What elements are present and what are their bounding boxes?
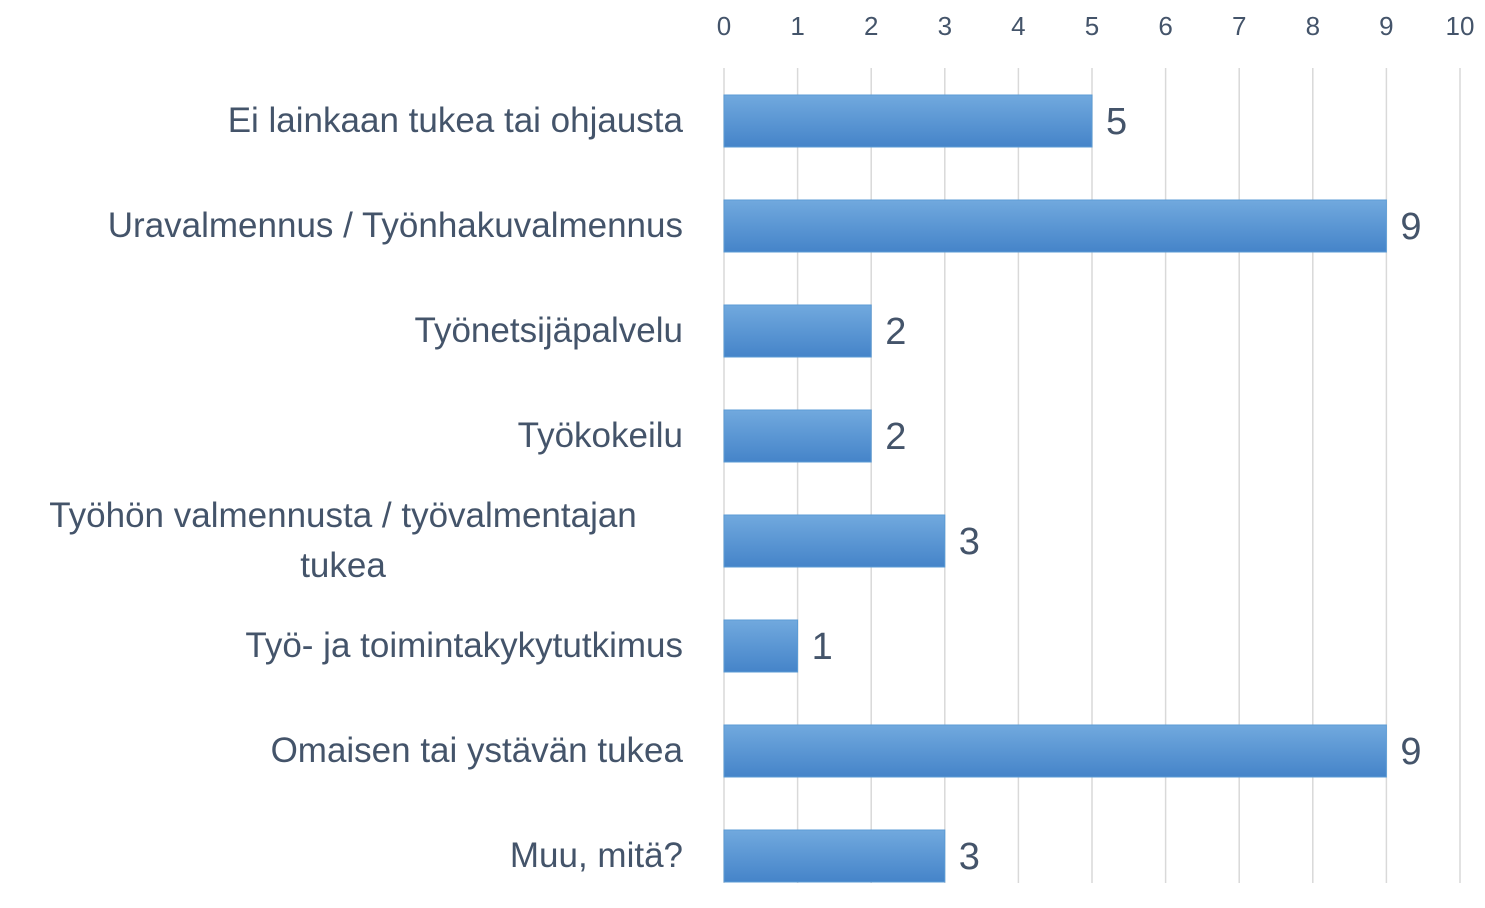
x-tick-label: 4: [1011, 11, 1025, 41]
x-tick-label: 1: [790, 11, 804, 41]
category-label-box: Uravalmennus / Työnhakuvalmennus: [3, 174, 683, 278]
category-label-box: Ei lainkaan tukea tai ohjausta: [3, 69, 683, 173]
category-label-box: Muu, mitä?: [3, 804, 683, 908]
bar: [723, 94, 1093, 148]
x-tick-label: 3: [938, 11, 952, 41]
value-label: 3: [959, 836, 980, 878]
x-tick-label: 10: [1446, 11, 1475, 41]
category-label: Työhön valmennusta / työvalmentajan tuke…: [49, 496, 637, 585]
bar: [723, 304, 872, 358]
category-label: Ei lainkaan tukea tai ohjausta: [227, 101, 683, 140]
category-label: Uravalmennus / Työnhakuvalmennus: [107, 206, 683, 245]
category-label-box: Työkokeilu: [3, 384, 683, 488]
category-label-box: Työnetsijäpalvelu: [3, 279, 684, 383]
bar: [723, 829, 946, 883]
value-label: 5: [1106, 101, 1127, 143]
category-label: Työkokeilu: [517, 416, 683, 455]
category-label: Työnetsijäpalvelu: [414, 311, 684, 350]
x-tick-label: 2: [864, 11, 878, 41]
bar: [723, 409, 872, 463]
bar: [723, 619, 799, 673]
x-tick-label: 7: [1232, 11, 1246, 41]
category-label: Muu, mitä?: [509, 836, 683, 875]
bar: [723, 724, 1387, 778]
x-tick-label: 6: [1158, 11, 1172, 41]
x-tick-label: 8: [1306, 11, 1320, 41]
value-label: 9: [1400, 731, 1421, 773]
value-label: 9: [1400, 206, 1421, 248]
category-label-box: Omaisen tai ystävän tukea: [3, 699, 683, 803]
value-label: 1: [812, 626, 833, 668]
x-tick-label: 5: [1085, 11, 1099, 41]
value-label: 2: [885, 416, 906, 458]
category-label-box: Työ- ja toimintakykytutkimus: [3, 594, 683, 698]
category-label: Omaisen tai ystävän tukea: [270, 731, 683, 770]
bar: [723, 199, 1387, 253]
category-label: Työ- ja toimintakykytutkimus: [245, 626, 683, 665]
x-tick-label: 0: [717, 11, 731, 41]
x-tick-label: 9: [1379, 11, 1393, 41]
value-label: 2: [885, 311, 906, 353]
value-label: 3: [959, 521, 980, 563]
category-label-box: Työhön valmennusta / työvalmentajan tuke…: [3, 489, 683, 593]
bar: [723, 514, 946, 568]
